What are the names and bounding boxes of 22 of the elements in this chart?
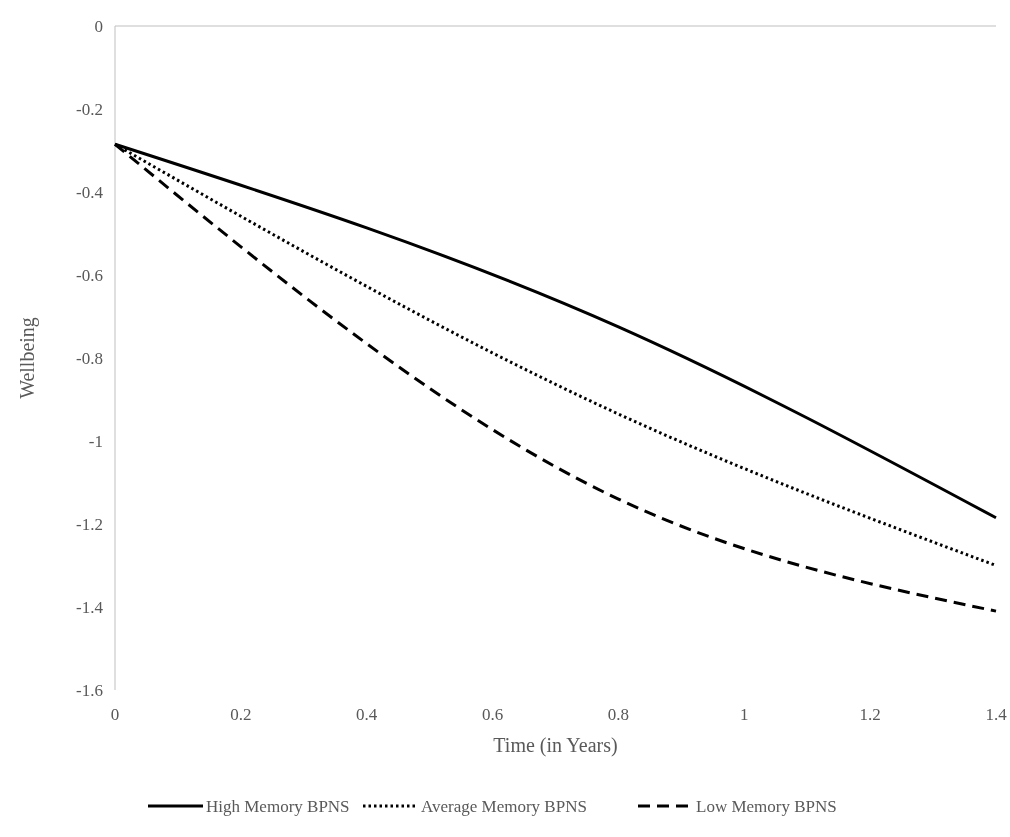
x-tick-label: 0.2 bbox=[230, 705, 252, 724]
x-tick-label: 1.4 bbox=[985, 705, 1008, 724]
y-tick-label: -1.2 bbox=[76, 514, 103, 534]
x-tick-label: 1 bbox=[740, 705, 749, 724]
y-axis-title: Wellbeing bbox=[16, 317, 39, 399]
legend-label: High Memory BPNS bbox=[206, 796, 350, 816]
x-tick-label: 0.6 bbox=[481, 705, 504, 724]
legend-label: Average Memory BPNS bbox=[421, 796, 587, 816]
y-tick-label: 0 bbox=[94, 16, 103, 36]
x-tick-label: 0.8 bbox=[607, 705, 630, 724]
y-tick-label: -0.2 bbox=[76, 99, 103, 119]
x-tick-label: 0 bbox=[110, 705, 120, 724]
y-tick-label: -1 bbox=[88, 431, 103, 451]
x-tick-label: 1.2 bbox=[859, 705, 881, 724]
x-axis-title: Time (in Years) bbox=[493, 734, 618, 757]
y-tick-label: -0.8 bbox=[76, 348, 103, 368]
y-tick-label: -0.4 bbox=[76, 182, 104, 202]
x-tick-label: 0.4 bbox=[356, 705, 378, 724]
y-tick-label: -1.4 bbox=[76, 597, 104, 617]
y-tick-label: -1.6 bbox=[76, 680, 103, 700]
y-tick-label: -0.6 bbox=[76, 265, 103, 285]
legend-label: Low Memory BPNS bbox=[696, 796, 837, 816]
